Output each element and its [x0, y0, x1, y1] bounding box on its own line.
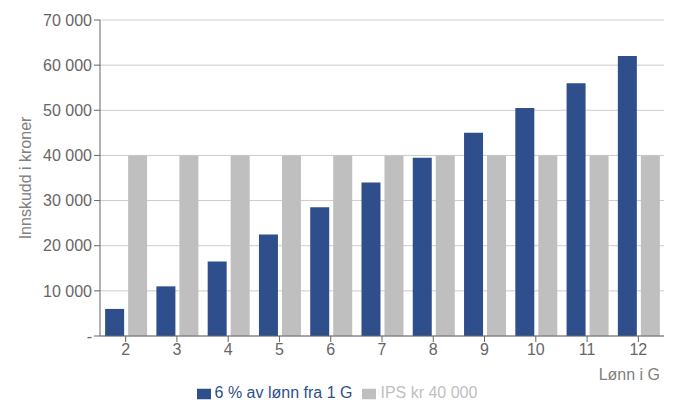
- svg-text:2: 2: [121, 341, 130, 358]
- svg-text:20 000: 20 000: [43, 237, 92, 254]
- html-text:6 % av lønn fra 1 G: 6 % av lønn fra 1 G: [214, 384, 353, 401]
- svg-text:-: -: [87, 328, 92, 345]
- svg-text:12: 12: [629, 341, 647, 358]
- svg-text:60 000: 60 000: [43, 57, 92, 74]
- html-text:IPS kr 40 000: IPS kr 40 000: [380, 384, 478, 401]
- svg-text:7: 7: [378, 341, 387, 358]
- svg-text:9: 9: [480, 341, 489, 358]
- svg-text:Lønn i G: Lønn i G: [599, 366, 660, 383]
- svg-text:Innskudd i kroner: Innskudd i kroner: [17, 116, 34, 239]
- svg-text:11: 11: [579, 341, 596, 358]
- svg-text:10 000: 10 000: [43, 283, 92, 300]
- svg-text:50 000: 50 000: [43, 102, 92, 119]
- svg-text:3: 3: [172, 341, 181, 358]
- svg-text:4: 4: [224, 341, 233, 358]
- svg-text:30 000: 30 000: [43, 192, 92, 209]
- svg-text:70 000: 70 000: [43, 12, 92, 29]
- svg-text:40 000: 40 000: [43, 147, 92, 164]
- svg-text:6: 6: [326, 341, 335, 358]
- svg-text:10: 10: [527, 341, 545, 358]
- svg-text:5: 5: [275, 341, 284, 358]
- svg-text:8: 8: [429, 341, 438, 358]
